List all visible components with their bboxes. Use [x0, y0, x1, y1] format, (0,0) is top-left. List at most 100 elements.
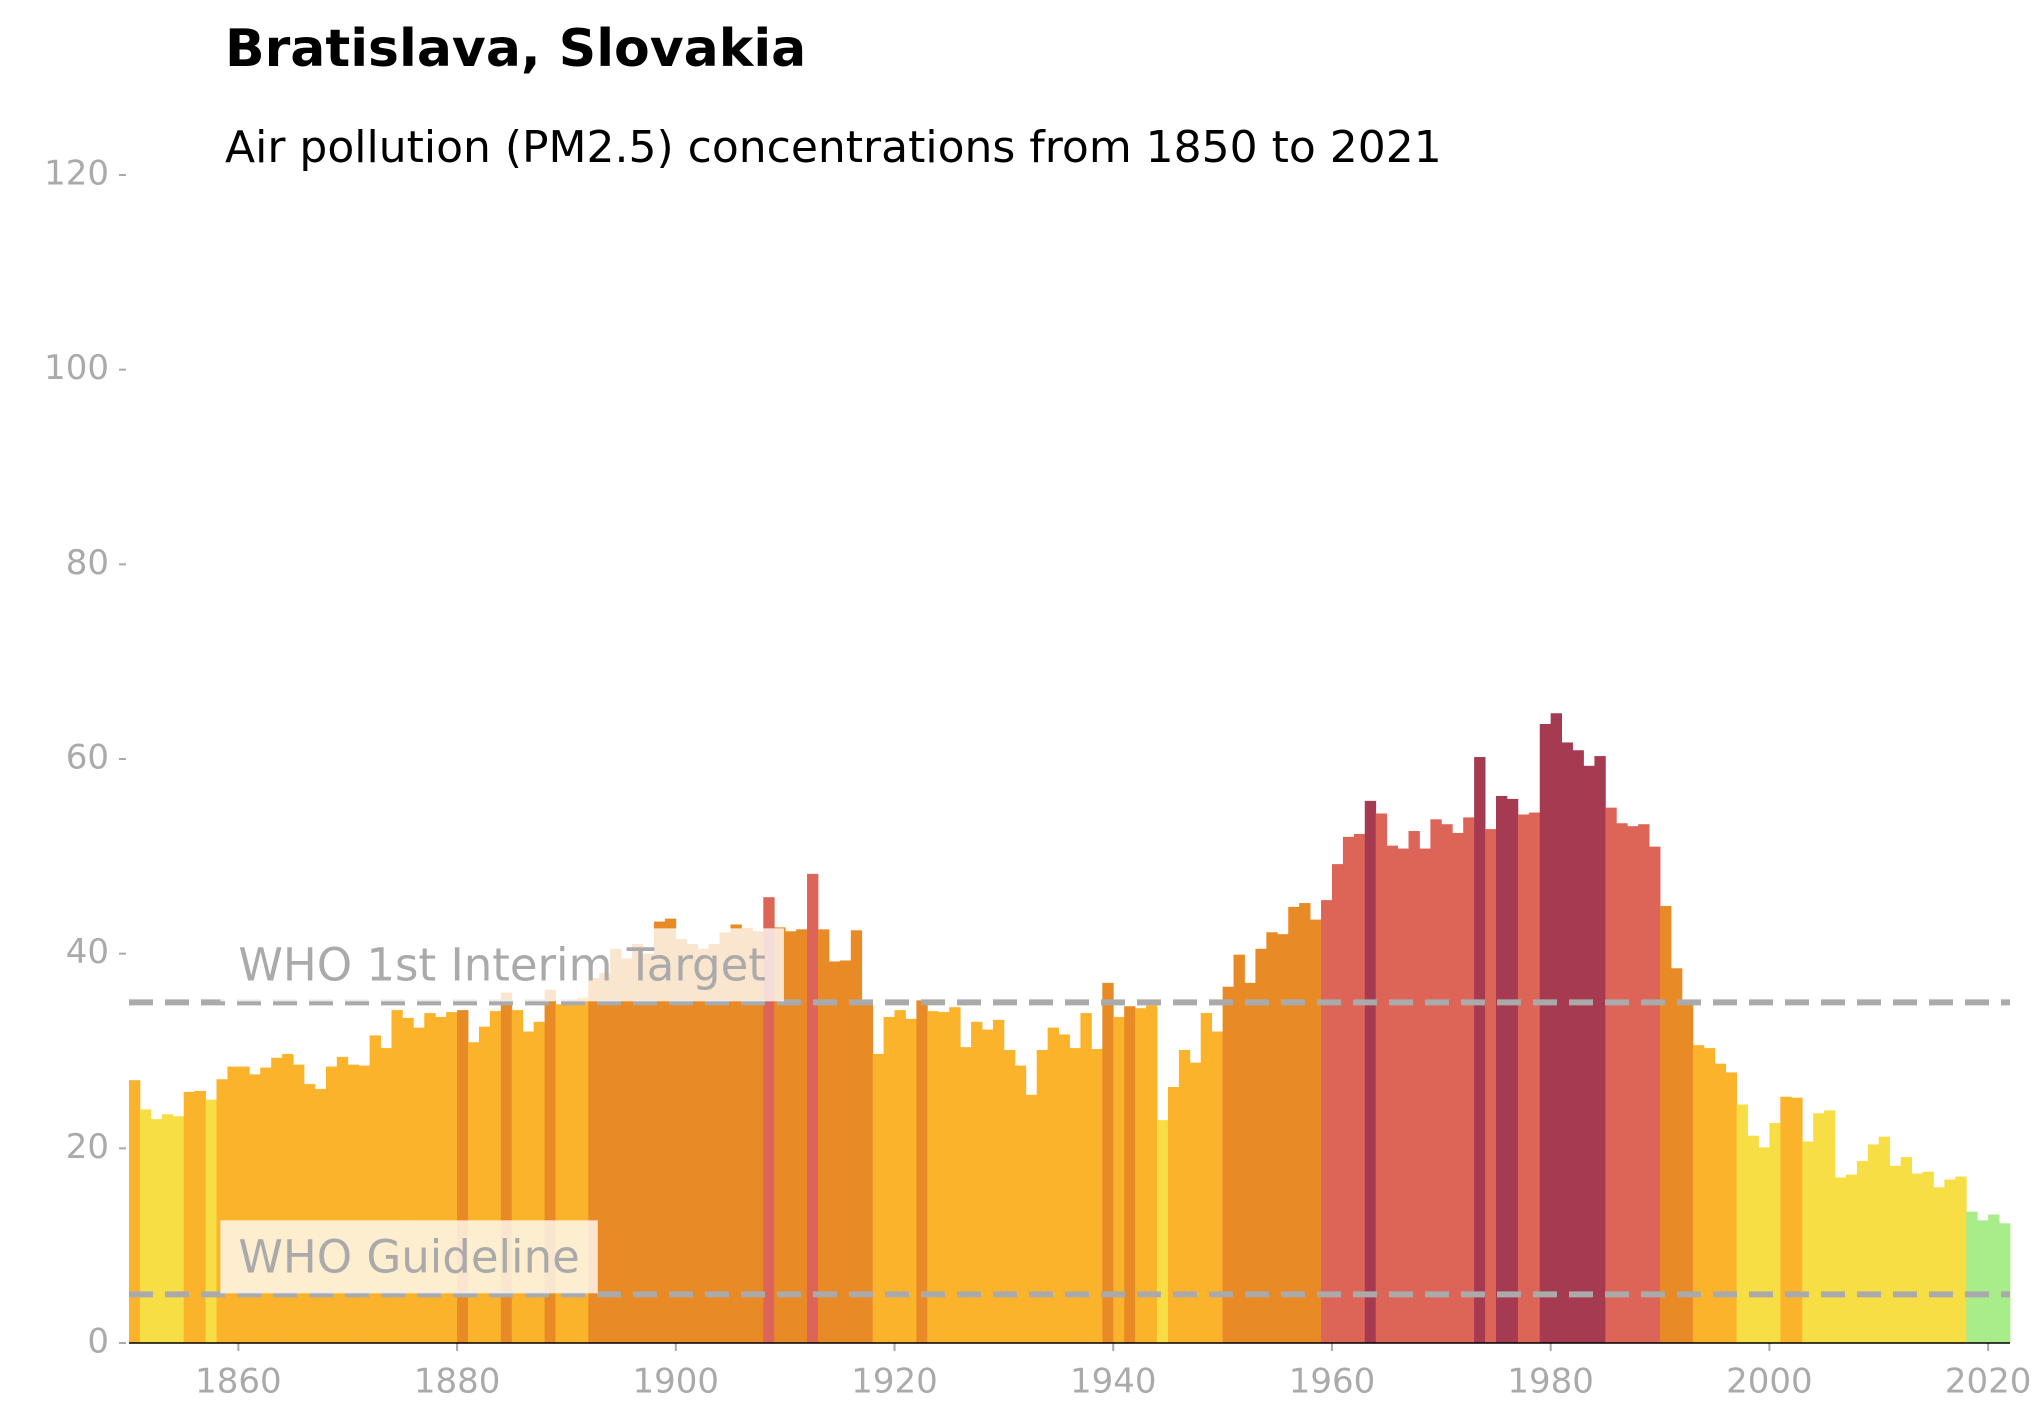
bar [719, 932, 731, 1343]
bar [1135, 1008, 1147, 1343]
bar [1813, 1113, 1825, 1343]
label-box [220, 928, 784, 1002]
bar [314, 1088, 327, 1343]
bar [391, 1010, 403, 1343]
bar [588, 978, 600, 1343]
bar [1124, 1006, 1136, 1343]
x-tick-label: 1900 [633, 1362, 720, 1402]
y-tick-label: 80 [66, 543, 109, 583]
bar [1189, 1062, 1202, 1343]
bar [522, 1031, 535, 1343]
bar [883, 1016, 895, 1343]
bar [544, 989, 556, 1343]
bar [992, 1019, 1005, 1343]
bar [358, 1065, 370, 1343]
x-tick-label: 1940 [1070, 1362, 1157, 1402]
bar [828, 961, 841, 1343]
bar [1594, 756, 1606, 1343]
bar [1856, 1160, 1869, 1343]
bar [1999, 1223, 2011, 1343]
bar [1113, 1016, 1125, 1343]
bar [1758, 1147, 1770, 1343]
bar [675, 939, 688, 1343]
bar [1364, 800, 1377, 1343]
bar [1845, 1174, 1858, 1343]
bar [1178, 1050, 1191, 1343]
bar [1102, 982, 1114, 1343]
bar [632, 943, 644, 1343]
bar [1736, 1104, 1748, 1343]
bar [1047, 1027, 1059, 1343]
bar [1703, 1048, 1716, 1343]
bar [949, 1007, 961, 1343]
bar [1517, 814, 1530, 1343]
bar [1714, 1063, 1727, 1343]
bar [1266, 932, 1278, 1343]
bar [1955, 1176, 1967, 1343]
x-tick-label: 1920 [851, 1362, 938, 1402]
bar [1649, 846, 1661, 1343]
bar [763, 897, 775, 1343]
bar [129, 1080, 141, 1343]
bar [664, 918, 677, 1343]
bar [872, 1053, 884, 1343]
bar [905, 1018, 917, 1343]
bar [1900, 1157, 1912, 1343]
label-box [220, 1220, 598, 1294]
bar [1933, 1187, 1945, 1343]
bar [850, 930, 863, 1343]
bar [938, 1012, 950, 1343]
bar [424, 1013, 436, 1343]
bar [621, 958, 633, 1343]
bar [369, 1035, 381, 1343]
bar [686, 943, 699, 1343]
bar [1692, 1045, 1705, 1343]
bar [1474, 757, 1486, 1343]
bar [1670, 968, 1683, 1343]
bar [500, 992, 513, 1343]
bar [1419, 848, 1431, 1343]
bar [402, 1017, 414, 1343]
bar [533, 1021, 545, 1343]
bar [708, 943, 720, 1343]
bar [1583, 765, 1595, 1343]
bar [1025, 1094, 1038, 1343]
bar [861, 1004, 874, 1343]
bar [1878, 1136, 1891, 1343]
bar [194, 1090, 206, 1343]
y-tick-label: 100 [44, 348, 109, 388]
bar [1791, 1097, 1803, 1343]
bar [1966, 1211, 1978, 1343]
bar [1408, 831, 1420, 1343]
y-tick-label: 0 [87, 1322, 109, 1362]
bar [1200, 1013, 1213, 1343]
y-tick-label: 120 [44, 154, 109, 194]
bar [599, 973, 611, 1343]
bar [1288, 906, 1300, 1343]
bar [1222, 986, 1234, 1343]
bar [642, 953, 655, 1343]
bar [1156, 1120, 1169, 1343]
bar [1463, 817, 1475, 1343]
bar [752, 931, 764, 1343]
x-tick-label: 1980 [1507, 1362, 1594, 1402]
bar [796, 929, 808, 1343]
chart-subtitle: Air pollution (PM2.5) concentrations fro… [225, 122, 1442, 173]
chart-title: Bratislava, Slovakia [225, 19, 806, 79]
bar [1616, 823, 1628, 1343]
x-tick-label: 1960 [1289, 1362, 1376, 1402]
bar [1299, 903, 1311, 1343]
bar [183, 1091, 196, 1343]
bar [1550, 713, 1563, 1343]
bar [1331, 864, 1344, 1343]
bar [1375, 813, 1388, 1343]
bar [1233, 954, 1245, 1343]
bar [1485, 829, 1497, 1343]
bar [413, 1027, 425, 1343]
bar [697, 948, 710, 1343]
bar [1003, 1050, 1016, 1343]
bar [1835, 1177, 1847, 1343]
bar [1747, 1135, 1759, 1343]
bar [325, 1066, 338, 1343]
